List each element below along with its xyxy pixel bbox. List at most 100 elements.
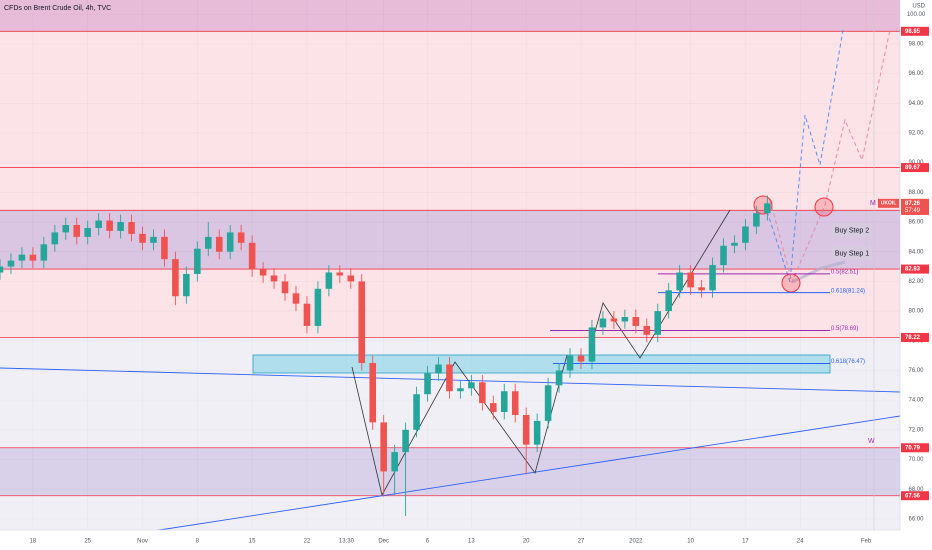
x-tick-label: Dec — [378, 539, 389, 545]
y-tick-label: 88.00 — [908, 190, 924, 196]
time-axis — [0, 530, 932, 550]
x-tick-label: 8 — [196, 539, 200, 545]
candle-body — [720, 245, 727, 266]
zone — [0, 0, 900, 32]
candle-body — [336, 272, 344, 276]
projection — [764, 29, 844, 283]
fib-label: 0.618(76.47) — [831, 359, 865, 365]
level-tag-label: 78.22 — [905, 335, 921, 341]
x-tick-label: 25 — [84, 539, 91, 545]
candle-body — [139, 233, 146, 243]
candle-body — [435, 364, 442, 374]
y-tick-label: 94.00 — [908, 101, 924, 107]
candle-body — [358, 281, 366, 364]
candle-body — [632, 317, 640, 326]
candle-body — [446, 364, 453, 392]
candles — [0, 195, 771, 516]
x-tick-label: 18 — [30, 539, 37, 545]
candle-body — [753, 213, 760, 227]
level-tag-label: 82.83 — [905, 267, 921, 273]
fib-label: 0.618(81.24) — [831, 288, 865, 294]
candle-body — [654, 311, 662, 335]
x-tick-label: 15 — [249, 539, 256, 545]
fib-levels: 0.5(82.51) 0.618(81.24) 0.5(78.69) 0.618(76… — [550, 269, 865, 365]
highlight-circle — [814, 197, 834, 217]
candle-body — [391, 452, 398, 472]
x-tick-label: 13 — [468, 539, 475, 545]
candle-body — [194, 248, 201, 274]
candle-body — [490, 403, 497, 413]
candle-body — [18, 254, 26, 261]
candle-body — [95, 220, 102, 228]
candle-body — [40, 244, 48, 261]
currency: USD — [912, 4, 925, 10]
candle-body — [369, 363, 377, 423]
button[interactable] — [832, 246, 872, 260]
y-tick-label: 74.00 — [908, 398, 924, 404]
candle-body — [676, 272, 683, 291]
button[interactable] — [832, 223, 872, 237]
candle-body — [347, 275, 355, 282]
candle-body — [742, 226, 749, 243]
drawings — [0, 0, 901, 534]
y-tick-label: 98.00 — [908, 42, 924, 48]
y-tick-label: 70.00 — [908, 457, 924, 463]
candle-body — [731, 242, 738, 246]
candle-body — [468, 382, 475, 389]
button-label[interactable]: Buy Step 2 — [835, 227, 869, 234]
y-tick-label: 72.00 — [908, 427, 924, 433]
candle-body — [29, 254, 37, 261]
candle-body — [237, 232, 245, 243]
x-tick-label: 17 — [742, 539, 749, 545]
level-tag — [901, 443, 929, 453]
candle-body — [73, 225, 81, 237]
candle-body — [325, 272, 333, 289]
level-tag-label: 89.67 — [905, 165, 921, 171]
candle-body — [172, 259, 179, 297]
candle-body — [380, 422, 387, 472]
candle-body — [479, 382, 486, 404]
x-tick-label: 6 — [426, 539, 430, 545]
candle-body — [643, 325, 651, 335]
price-tag-label: 87.26 — [905, 201, 921, 207]
candle-body — [511, 391, 519, 415]
fib-label: 0.5(82.51) — [831, 269, 858, 275]
candle-body — [204, 236, 212, 249]
x-tick-label: 13:30 — [339, 539, 355, 545]
candle-body — [215, 236, 223, 252]
level-tag-label: 98.85 — [905, 29, 921, 35]
candle-body — [555, 370, 563, 386]
zone — [0, 447, 900, 496]
symbol-tag — [878, 198, 899, 208]
y-tick-label: 100.00 — [907, 12, 926, 18]
axis-labels: 66.0068.0070.0072.0074.0076.0078.0080.00… — [30, 12, 929, 545]
y-tick-label: 92.00 — [908, 131, 924, 137]
candle-body — [0, 266, 4, 273]
candle-body — [599, 318, 607, 328]
buttons: Buy Step 2 Buy Step 1 — [832, 223, 872, 260]
zone — [0, 210, 900, 270]
button-label[interactable]: Buy Step 1 — [835, 250, 869, 257]
candle-body — [128, 222, 135, 234]
candle-body — [226, 232, 234, 252]
level-tag — [901, 26, 929, 36]
x-tick-label: 22 — [304, 539, 311, 545]
candle-body — [303, 303, 311, 326]
candle-body — [588, 327, 596, 362]
levels — [0, 30, 900, 497]
candle-body — [183, 273, 190, 297]
x-tick-label: Feb — [861, 539, 872, 545]
chart-title: CFDs on Brent Crude Oil, 4h, TVC — [4, 5, 111, 12]
candle-body — [51, 232, 59, 245]
candle-body — [84, 227, 91, 237]
candle-body — [698, 287, 705, 291]
candle-body — [424, 373, 431, 395]
candle-body — [106, 220, 113, 231]
candle-body — [687, 272, 694, 288]
level-tag — [901, 333, 929, 343]
projection-arrow — [791, 260, 846, 284]
y-tick-label: 82.00 — [908, 279, 924, 285]
candle-body — [566, 355, 574, 371]
x-tick-label: 20 — [523, 539, 530, 545]
